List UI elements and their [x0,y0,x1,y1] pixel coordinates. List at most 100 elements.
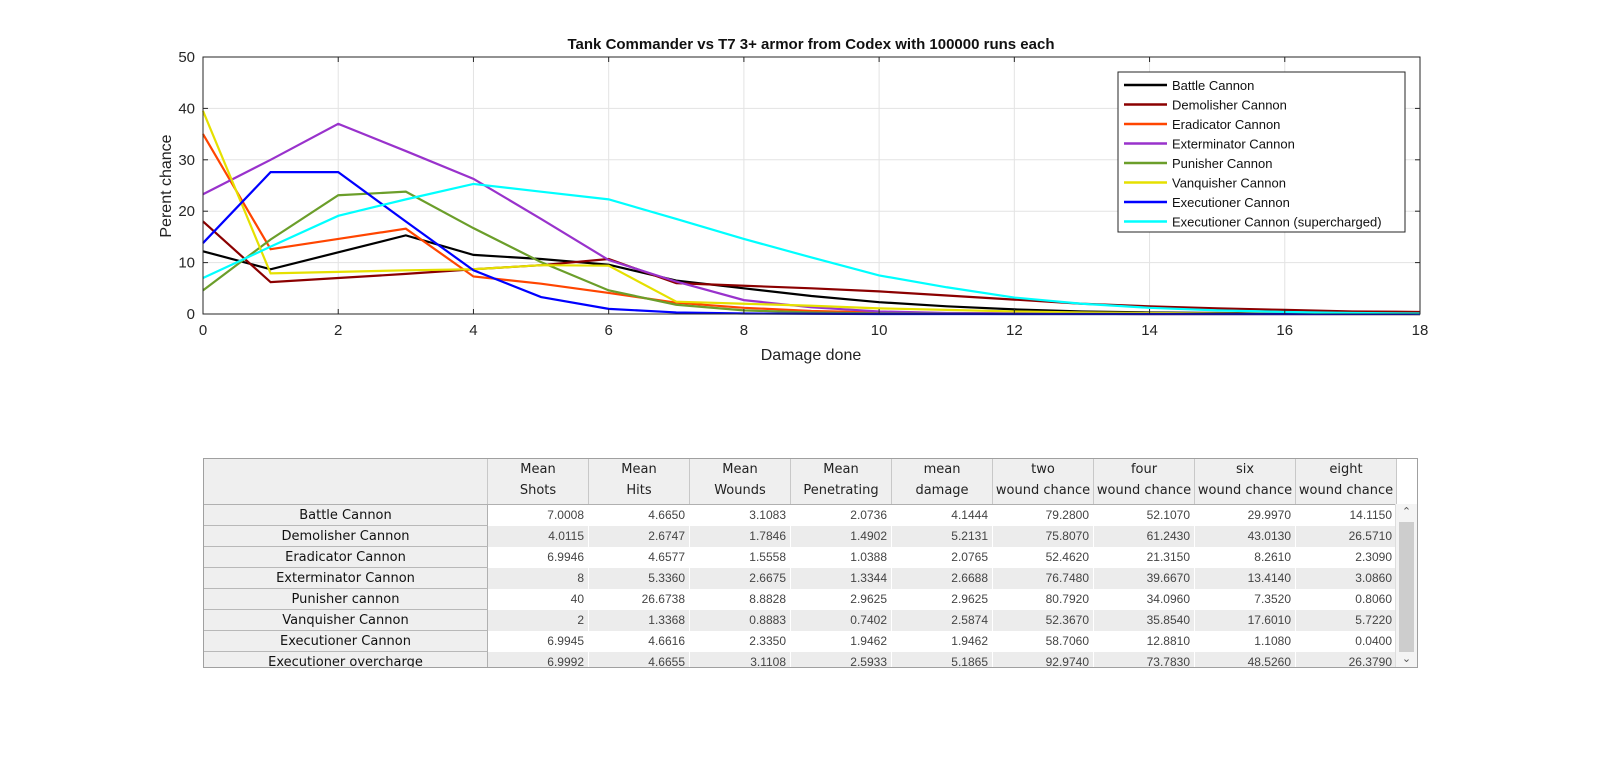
table-cell[interactable]: 2.9625 [791,589,892,610]
legend-box [1117,71,1406,233]
table-cell[interactable]: 3.1108 [690,652,791,667]
table-cell[interactable]: 35.8540 [1094,610,1195,631]
table-cell[interactable]: 2.0765 [892,547,993,568]
table-cell[interactable]: 0.0400 [1296,631,1397,652]
column-header[interactable]: Mean Shots [488,459,589,504]
table-cell[interactable]: 5.7220 [1296,610,1397,631]
table-cell[interactable]: 7.0008 [488,505,589,526]
column-header-line: six [1235,462,1255,477]
table-cell[interactable]: 52.4620 [993,547,1094,568]
table-cell[interactable]: 8 [488,568,589,589]
table-cell[interactable]: 4.0115 [488,526,589,547]
table-cell[interactable]: 26.3790 [1296,652,1397,667]
table-cell[interactable]: 79.2800 [993,505,1094,526]
table-cell[interactable]: 76.7480 [993,568,1094,589]
table-cell[interactable]: 4.6655 [589,652,690,667]
table-cell[interactable]: 58.7060 [993,631,1094,652]
table-cell[interactable]: 80.7920 [993,589,1094,610]
table-cell[interactable]: 17.6010 [1195,610,1296,631]
table-cell[interactable]: 3.1083 [690,505,791,526]
table-cell[interactable]: 6.9946 [488,547,589,568]
column-header[interactable]: six wound chance [1195,459,1296,504]
column-header[interactable]: eight wound chance [1296,459,1397,504]
column-header-line: damage [915,483,969,498]
x-tick-label: 2 [334,322,342,339]
x-tick-label: 12 [1006,322,1023,339]
table-cell[interactable]: 5.3360 [589,568,690,589]
series-line-demolisher-cannon [202,220,1421,314]
table-cell[interactable]: 4.6650 [589,505,690,526]
table-cell[interactable]: 4.6577 [589,547,690,568]
legend-label: Exterminator Cannon [1172,137,1295,152]
legend-label: Executioner Cannon (supercharged) [1172,215,1382,230]
table-cell[interactable]: 52.1070 [1094,505,1195,526]
table-cell[interactable]: 5.2131 [892,526,993,547]
column-header[interactable]: Mean Penetrating [791,459,892,504]
table-cell[interactable]: 0.8060 [1296,589,1397,610]
table-cell[interactable]: 26.5710 [1296,526,1397,547]
column-header-line: Penetrating [803,483,879,498]
table-cell[interactable]: 4.1444 [892,505,993,526]
column-header[interactable]: Mean Wounds [690,459,791,504]
scrollbar-thumb[interactable] [1399,522,1414,652]
table-cell[interactable]: 6.9992 [488,652,589,667]
table-cell[interactable]: 1.7846 [690,526,791,547]
table-cell[interactable]: 34.0960 [1094,589,1195,610]
table-cell[interactable]: 1.0388 [791,547,892,568]
table-cell[interactable]: 2.3090 [1296,547,1397,568]
table-cell[interactable]: 3.0860 [1296,568,1397,589]
table-cell[interactable]: 21.3150 [1094,547,1195,568]
table-cell[interactable]: 2.9625 [892,589,993,610]
table-cell[interactable]: 0.8883 [690,610,791,631]
table-cell[interactable]: 75.8070 [993,526,1094,547]
table-cell[interactable]: 8.2610 [1195,547,1296,568]
table-cell[interactable]: 1.1080 [1195,631,1296,652]
table-cell[interactable]: 39.6670 [1094,568,1195,589]
table-cell[interactable]: 1.3344 [791,568,892,589]
table-cell[interactable]: 12.8810 [1094,631,1195,652]
table-cell[interactable]: 26.6738 [589,589,690,610]
table-cell[interactable]: 1.3368 [589,610,690,631]
table-cell[interactable]: 92.9740 [993,652,1094,667]
table-cell[interactable]: 61.2430 [1094,526,1195,547]
results-table: Mean Shots Mean Hits Mean Wounds Mean Penetrati… [203,458,1418,668]
table-cell[interactable]: 13.4140 [1195,568,1296,589]
table-cell[interactable]: 2.6747 [589,526,690,547]
table-cell[interactable]: 7.3520 [1195,589,1296,610]
table-cell[interactable]: 4.6616 [589,631,690,652]
table-cell[interactable]: 5.1865 [892,652,993,667]
legend-label: Eradicator Cannon [1172,117,1280,132]
table-cell[interactable]: 1.9462 [791,631,892,652]
chevron-down-icon[interactable]: ⌄ [1401,652,1412,665]
table-cell[interactable]: 2.0736 [791,505,892,526]
table-cell[interactable]: 2.5874 [892,610,993,631]
table-cell[interactable]: 2.3350 [690,631,791,652]
column-header[interactable]: mean damage [892,459,993,504]
vertical-scrollbar[interactable]: ⌃ ⌄ [1395,504,1417,667]
table-cell[interactable]: 1.4902 [791,526,892,547]
table-cell[interactable]: 1.5558 [690,547,791,568]
table-cell[interactable]: 6.9945 [488,631,589,652]
table-cell[interactable]: 29.9970 [1195,505,1296,526]
y-tick-label: 30 [178,152,195,169]
table-cell[interactable]: 2.6675 [690,568,791,589]
y-tick-label: 20 [178,203,195,220]
table-cell[interactable]: 48.5260 [1195,652,1296,667]
table-cell[interactable]: 73.7830 [1094,652,1195,667]
table-cell[interactable]: 14.1150 [1296,505,1397,526]
column-header-line: wound chance [995,483,1091,498]
table-cell[interactable]: 0.7402 [791,610,892,631]
table-cell[interactable]: 43.0130 [1195,526,1296,547]
table-cell[interactable]: 2.6688 [892,568,993,589]
chevron-up-icon[interactable]: ⌃ [1401,505,1412,518]
column-header[interactable]: Mean Hits [589,459,690,504]
row-header: Executioner overcharge [204,652,488,667]
table-cell[interactable]: 8.8828 [690,589,791,610]
table-cell[interactable]: 2 [488,610,589,631]
table-cell[interactable]: 52.3670 [993,610,1094,631]
column-header[interactable]: four wound chance [1094,459,1195,504]
table-cell[interactable]: 40 [488,589,589,610]
table-cell[interactable]: 2.5933 [791,652,892,667]
table-cell[interactable]: 1.9462 [892,631,993,652]
column-header[interactable]: two wound chance [993,459,1094,504]
